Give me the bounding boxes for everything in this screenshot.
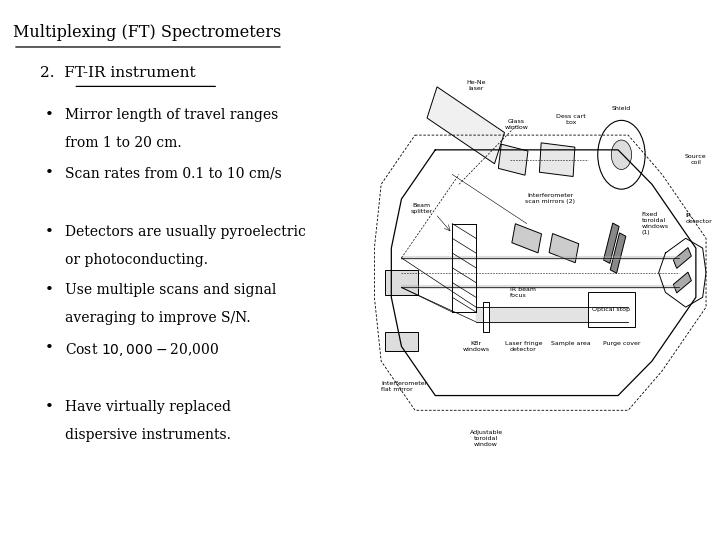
Text: Detectors are usually pyroelectric: Detectors are usually pyroelectric bbox=[65, 225, 306, 239]
Text: Cost $10,000 - $20,000: Cost $10,000 - $20,000 bbox=[65, 341, 219, 358]
Text: IR
detector: IR detector bbox=[685, 213, 713, 224]
Polygon shape bbox=[384, 270, 418, 295]
Text: Source
coil: Source coil bbox=[685, 154, 707, 165]
Text: Interferometer
scan mirrors (2): Interferometer scan mirrors (2) bbox=[526, 193, 575, 204]
Text: 2.  FT-IR instrument: 2. FT-IR instrument bbox=[40, 66, 195, 80]
Text: from 1 to 20 cm.: from 1 to 20 cm. bbox=[65, 136, 181, 150]
Text: Interferometer
flat mirror: Interferometer flat mirror bbox=[381, 381, 428, 392]
Polygon shape bbox=[427, 87, 505, 164]
Text: IR beam
focus: IR beam focus bbox=[510, 287, 536, 298]
Polygon shape bbox=[512, 224, 541, 253]
Polygon shape bbox=[673, 247, 691, 268]
Text: averaging to improve S/N.: averaging to improve S/N. bbox=[65, 311, 251, 325]
Polygon shape bbox=[549, 233, 579, 263]
Text: Dess cart
box: Dess cart box bbox=[556, 114, 585, 125]
Text: •: • bbox=[45, 225, 53, 239]
Text: Laser fringe
detector: Laser fringe detector bbox=[505, 341, 542, 352]
Text: Mirror length of travel ranges: Mirror length of travel ranges bbox=[65, 108, 278, 122]
Text: Glass
window: Glass window bbox=[505, 119, 528, 130]
Text: KBr
windows: KBr windows bbox=[462, 341, 490, 352]
Polygon shape bbox=[384, 332, 418, 352]
Text: Multiplexing (FT) Spectrometers: Multiplexing (FT) Spectrometers bbox=[13, 24, 282, 41]
Text: •: • bbox=[45, 400, 53, 414]
Polygon shape bbox=[482, 302, 490, 332]
Text: •: • bbox=[45, 341, 53, 355]
Text: Scan rates from 0.1 to 10 cm/s: Scan rates from 0.1 to 10 cm/s bbox=[65, 166, 282, 180]
Text: Beam
splitter: Beam splitter bbox=[410, 203, 433, 214]
Text: or photoconducting.: or photoconducting. bbox=[65, 253, 208, 267]
Text: •: • bbox=[45, 283, 53, 297]
Text: dispersive instruments.: dispersive instruments. bbox=[65, 428, 230, 442]
Polygon shape bbox=[673, 272, 691, 293]
Text: •: • bbox=[45, 108, 53, 122]
Polygon shape bbox=[611, 233, 626, 273]
Text: Shield: Shield bbox=[612, 105, 631, 111]
Text: Fixed
toroidal
windows
(1): Fixed toroidal windows (1) bbox=[642, 212, 669, 235]
Text: Sample area: Sample area bbox=[551, 341, 590, 347]
Bar bbox=[588, 292, 635, 327]
Polygon shape bbox=[498, 144, 528, 175]
Polygon shape bbox=[603, 223, 619, 264]
Text: •: • bbox=[45, 166, 53, 180]
Circle shape bbox=[611, 140, 631, 170]
Polygon shape bbox=[539, 143, 575, 177]
Text: Optical stop: Optical stop bbox=[593, 307, 630, 312]
Text: Have virtually replaced: Have virtually replaced bbox=[65, 400, 231, 414]
Text: Purge cover: Purge cover bbox=[603, 341, 640, 347]
Circle shape bbox=[598, 120, 645, 189]
Text: Use multiple scans and signal: Use multiple scans and signal bbox=[65, 283, 276, 297]
Text: He-Ne
laser: He-Ne laser bbox=[466, 80, 486, 91]
Text: Adjustable
toroidal
window: Adjustable toroidal window bbox=[469, 430, 503, 447]
